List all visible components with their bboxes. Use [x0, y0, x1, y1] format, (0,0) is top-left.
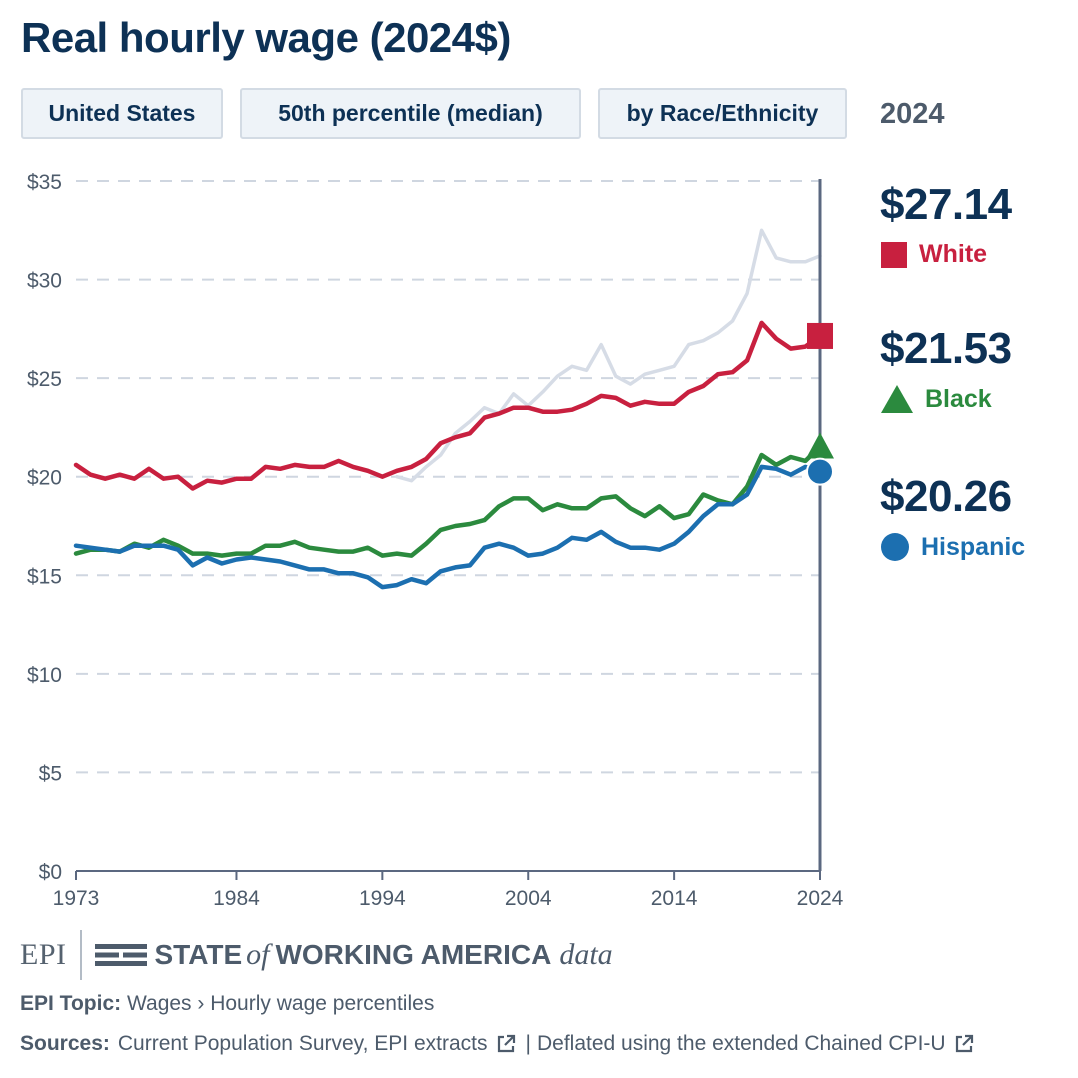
flag-lines-icon: [94, 944, 147, 966]
external-link-icon[interactable]: [496, 1034, 516, 1054]
y-tick-label: $30: [27, 270, 62, 293]
x-tick-label: 1984: [213, 887, 260, 910]
black-value: $21.53: [880, 324, 1012, 373]
source-cps-link[interactable]: Current Population Survey, EPI extracts: [117, 1032, 488, 1055]
circle-marker-icon: [881, 533, 909, 561]
source-separator: |: [525, 1032, 531, 1055]
white-value: $27.14: [880, 180, 1012, 229]
epi-topic: EPI Topic: Wages › Hourly wage percentil…: [20, 992, 434, 1016]
y-tick-label: $0: [39, 861, 62, 884]
series-line-all: [395, 228, 822, 483]
brand-data: data: [559, 938, 613, 971]
x-tick-label: 2004: [505, 887, 552, 910]
footer-logos: EPI STATE of WORKING AMERICA data: [20, 930, 613, 980]
square-marker-icon: [881, 241, 907, 268]
percentile-selector[interactable]: 50th percentile (median): [240, 88, 581, 139]
line-chart[interactable]: $0 $5 $10 $15 $20 $25 $30 $35 1973 1984 1994 2004 20…: [0, 0, 1078, 920]
selected-year-label: 2024: [880, 98, 945, 130]
black-end-marker: [806, 432, 834, 459]
series-black-readout: $21.53 Black: [880, 324, 1012, 414]
geography-selector[interactable]: United States: [21, 88, 223, 139]
hispanic-label: Hispanic: [921, 532, 1026, 561]
series-line-white: [73, 320, 823, 491]
y-tick-label: $10: [27, 664, 62, 687]
white-label: White: [919, 240, 988, 268]
hispanic-end-marker: [806, 457, 834, 486]
topic-link[interactable]: Wages › Hourly wage percentiles: [126, 992, 435, 1015]
logo-divider: [79, 930, 82, 980]
hispanic-legend-item[interactable]: Hispanic: [880, 532, 1025, 562]
brand-of: of: [246, 938, 270, 971]
series-white-readout: $27.14 White: [880, 180, 1012, 269]
triangle-marker-icon: [881, 385, 913, 413]
x-tick-label: 1973: [53, 887, 100, 910]
x-tick-label: 1994: [359, 887, 406, 910]
white-end-marker: [807, 322, 833, 349]
y-tick-label: $5: [39, 762, 62, 785]
series-line-black: [73, 444, 823, 558]
topic-label: EPI Topic:: [20, 992, 122, 1015]
brand-state: STATE: [154, 939, 243, 970]
series-hispanic-readout: $20.26 Hispanic: [880, 472, 1025, 562]
y-tick-label: $25: [27, 368, 62, 391]
page-title: Real hourly wage (2024$): [21, 14, 511, 61]
black-legend-item[interactable]: Black: [880, 384, 1012, 414]
y-tick-label: $20: [27, 467, 62, 490]
black-label: Black: [925, 384, 992, 413]
brand-working-america: WORKING AMERICA: [275, 939, 552, 970]
external-link-icon[interactable]: [954, 1034, 974, 1054]
state-of-working-america-logo[interactable]: STATE of WORKING AMERICA data: [94, 938, 613, 972]
epi-logo[interactable]: EPI: [20, 938, 67, 971]
breakdown-selector[interactable]: by Race/Ethnicity: [598, 88, 847, 139]
sources-line: Sources: Current Population Survey, EPI …: [20, 1032, 984, 1056]
hispanic-value: $20.26: [880, 472, 1012, 521]
sources-label: Sources:: [20, 1032, 110, 1055]
source-cpi-link[interactable]: Deflated using the extended Chained CPI-…: [536, 1032, 946, 1055]
x-tick-label: 2024: [797, 887, 844, 910]
white-legend-item[interactable]: White: [880, 240, 1012, 269]
y-tick-label: $35: [27, 171, 62, 194]
x-tick-label: 2014: [651, 887, 698, 910]
y-tick-label: $15: [27, 565, 62, 588]
series-line-hispanic: [73, 464, 823, 590]
